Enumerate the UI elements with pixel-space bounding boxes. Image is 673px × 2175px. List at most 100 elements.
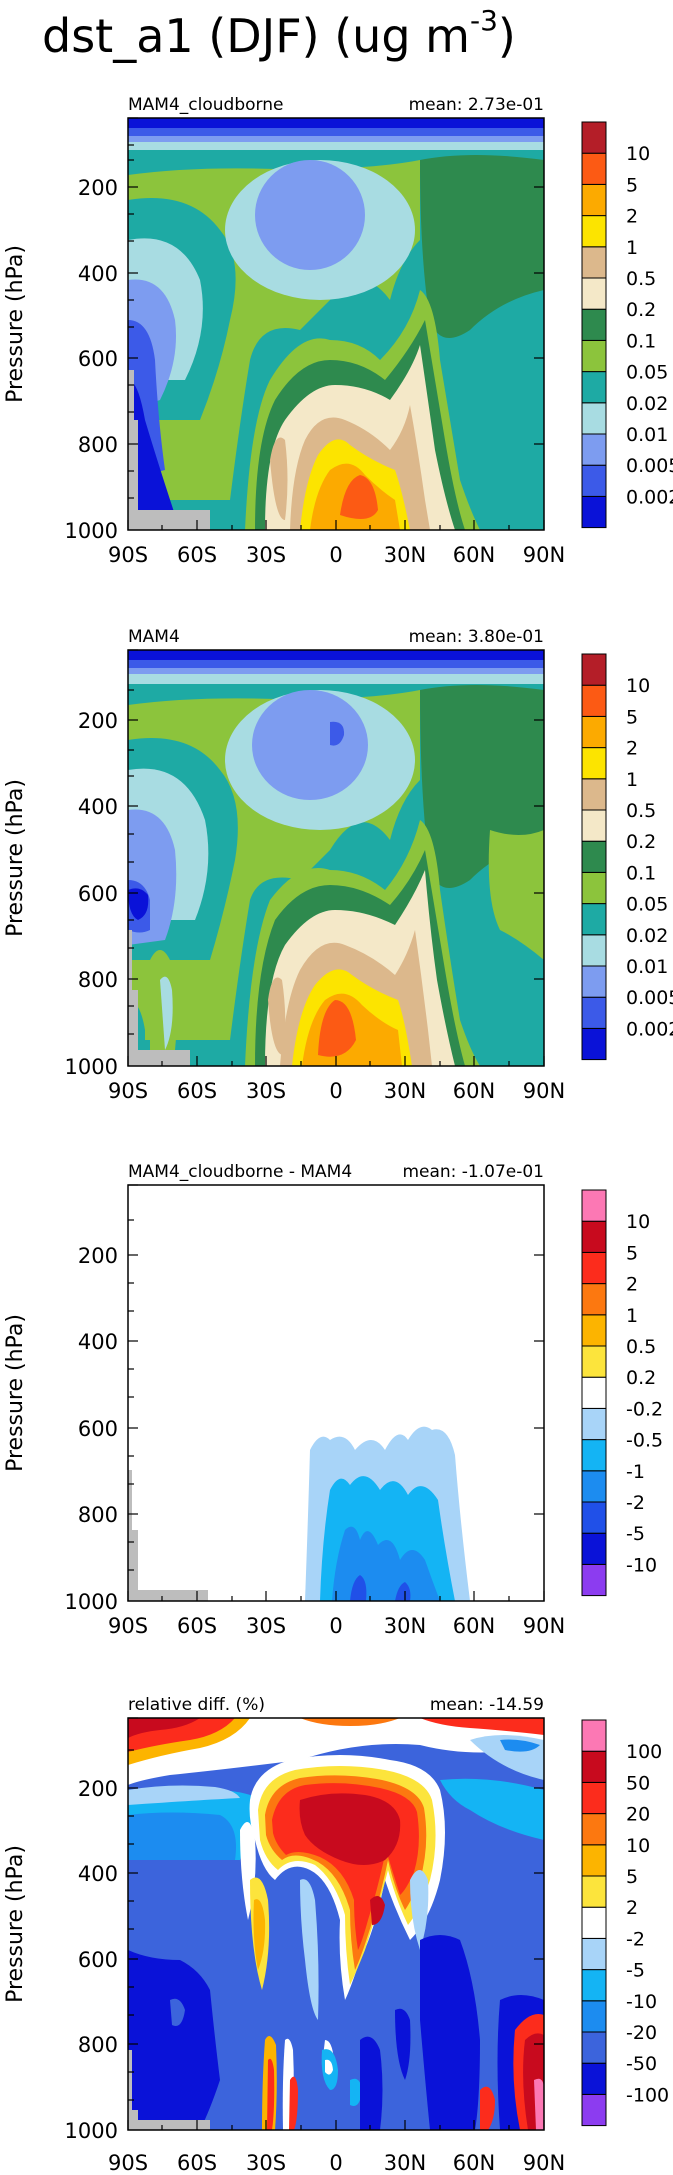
x-tick-label: 60N: [453, 1079, 495, 1103]
colorbar-box: [581, 1875, 607, 1908]
x-tick-label: 90S: [108, 543, 148, 567]
panel-mean: mean: 3.80e-01: [409, 627, 544, 647]
colorbar-box: [581, 433, 607, 466]
colorbar-label: -2: [626, 1928, 645, 1950]
colorbar-label: 10: [626, 1835, 650, 1857]
colorbar-label: 1: [626, 1305, 638, 1327]
colorbar-box: [581, 121, 607, 154]
colorbar-label: 5: [626, 1242, 638, 1264]
y-tick-label: 200: [78, 1777, 118, 1801]
colorbar-box: [581, 2031, 607, 2064]
colorbar-box: [581, 1283, 607, 1316]
y-tick-label: 800: [78, 433, 118, 457]
y-tick-labels: 200 400 600 800 1000: [65, 176, 118, 543]
x-tick-label: 90S: [108, 1079, 148, 1103]
x-ticks: [127, 520, 545, 530]
colorbar-box: [581, 246, 607, 279]
colorbar-box: [581, 1750, 607, 1783]
y-tick-labels: 200 400 600 800 1000: [65, 1244, 118, 1614]
y-tick-label: 1000: [65, 519, 118, 543]
colorbar-label: -100: [626, 2084, 669, 2106]
y-tick-label: 200: [78, 176, 118, 200]
y-tick-label: 1000: [65, 1590, 118, 1614]
panel-mam4: MAM4 mean: 3.80e-01 Pressure (hPa) 200 4…: [3, 627, 673, 1103]
y-tick-label: 1000: [65, 2119, 118, 2143]
y-axis-label: Pressure (hPa): [3, 1314, 28, 1472]
contour-field: [128, 1718, 544, 2130]
panel-title: MAM4: [128, 627, 180, 647]
y-tick-label: 400: [78, 262, 118, 286]
x-tick-label: 0: [329, 1079, 342, 1103]
figure-title: dst_a1 (DJF) (ug m-3): [42, 4, 516, 63]
colorbar-label: -0.2: [626, 1398, 663, 1420]
colorbar-label: 0.02: [626, 925, 668, 947]
panel-relative-diff: relative diff. (%) mean: -14.59 Pressure…: [3, 1695, 669, 2175]
colorbar-label: 0.002: [626, 486, 673, 508]
colorbar-box: [581, 2093, 607, 2127]
colorbar-box: [581, 715, 607, 749]
x-tick-label: 60N: [453, 2151, 495, 2175]
panel-title: MAM4_cloudborne - MAM4: [128, 1162, 352, 1182]
colorbar-label: 2: [626, 1274, 638, 1296]
x-tick-label: 0: [329, 543, 342, 567]
y-tick-label: 600: [78, 1417, 118, 1441]
colorbar-box: [581, 809, 607, 842]
colorbar-label: 50: [626, 1772, 650, 1794]
colorbar-label: 1: [626, 237, 638, 259]
colorbar-label: 0.002: [626, 1018, 673, 1040]
colorbar-box: [581, 1719, 607, 1752]
colorbar-label: 2: [626, 1897, 638, 1919]
colorbar-label: 0.01: [626, 956, 668, 978]
colorbar-box: [581, 934, 607, 967]
colorbar-label: -20: [626, 2022, 657, 2044]
x-tick-label: 60S: [177, 543, 217, 567]
colorbar-box: [581, 2062, 607, 2095]
colorbar-label: -5: [626, 1960, 645, 1982]
colorbar-box: [581, 402, 607, 435]
colorbar-box: [581, 1781, 607, 1815]
colorbar-label: 0.05: [626, 362, 668, 384]
x-tick-labels: 90S 60S 30S 0 30N 60N 90N: [108, 543, 565, 567]
y-tick-label: 200: [78, 709, 118, 733]
y-tick-label: 400: [78, 1330, 118, 1354]
colorbar-box: [581, 215, 607, 248]
y-tick-label: 600: [78, 1948, 118, 1972]
colorbar-label: 0.005: [626, 455, 673, 477]
colorbar-box: [581, 371, 607, 404]
colorbar-box: [581, 747, 607, 780]
x-ticks: [127, 1591, 545, 1601]
y-tick-label: 600: [78, 347, 118, 371]
x-tick-label: 60S: [177, 2151, 217, 2175]
colorbar-box: [581, 2000, 607, 2033]
y-axis-label: Pressure (hPa): [3, 779, 28, 937]
colorbar-box: [581, 1220, 607, 1253]
x-tick-label: 30N: [384, 1079, 426, 1103]
colorbar-label: 0.05: [626, 894, 668, 916]
colorbar-box: [581, 903, 607, 936]
colorbar-box: [581, 684, 607, 717]
colorbar-label: 0.5: [626, 268, 656, 290]
x-tick-label: 30N: [384, 2151, 426, 2175]
x-ticks: [127, 2120, 545, 2130]
x-tick-label: 60S: [177, 1614, 217, 1638]
panel-difference: MAM4_cloudborne - MAM4 mean: -1.07e-01 P…: [3, 1162, 663, 1638]
panel-mean: mean: 2.73e-01: [409, 95, 544, 115]
colorbar-label: 0.5: [626, 800, 656, 822]
colorbar-box: [581, 495, 607, 529]
x-tick-label: 90N: [523, 1079, 565, 1103]
colorbar: -100 -50 -20 -10 -5 -2 2 5 10 20 50 100: [581, 1719, 669, 2127]
colorbar-box: [581, 1345, 607, 1378]
colorbar-box: [581, 308, 607, 341]
colorbar-box: [581, 1844, 607, 1877]
x-tick-label: 90S: [108, 2151, 148, 2175]
colorbar-label: 2: [626, 738, 638, 760]
contour-field: [128, 1185, 544, 1601]
colorbar-label: 0.01: [626, 424, 668, 446]
colorbar-label: 20: [626, 1804, 650, 1826]
panel-title: relative diff. (%): [128, 1695, 265, 1715]
colorbar-label: 5: [626, 706, 638, 728]
y-ticks: [128, 1717, 544, 2101]
colorbar-box: [581, 183, 607, 217]
colorbar-box: [581, 1407, 607, 1441]
